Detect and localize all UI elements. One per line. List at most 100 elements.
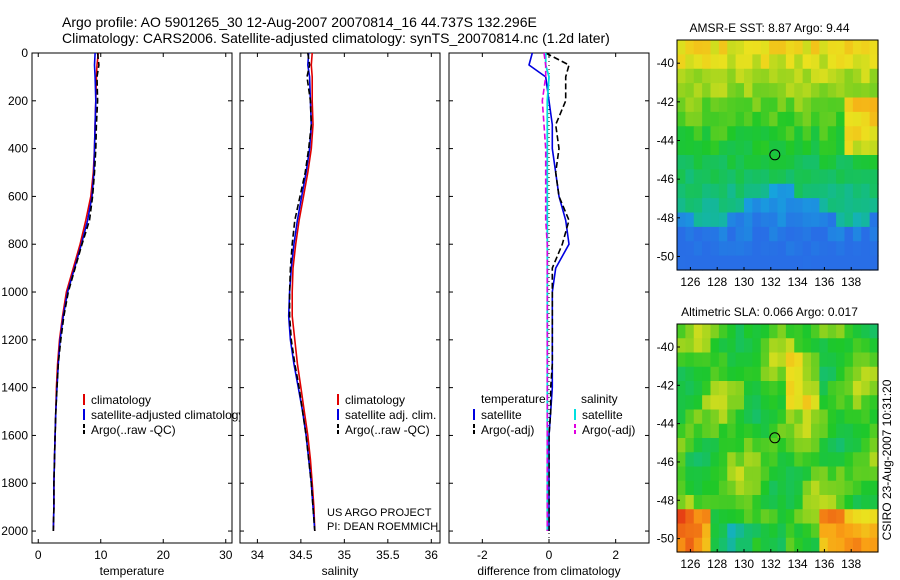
heatmap-cell — [735, 409, 745, 425]
heatmap-cell — [827, 537, 837, 553]
heatmap-cell — [718, 480, 728, 496]
heatmap-cell — [844, 183, 854, 199]
lon-tick-label: 134 — [788, 557, 808, 571]
heatmap-cell — [727, 381, 737, 396]
heatmap-cell — [718, 155, 728, 170]
heatmap-cell — [852, 226, 862, 242]
heatmap-cell — [852, 509, 862, 525]
heatmap-cell — [760, 409, 770, 425]
heatmap-cell — [769, 366, 779, 382]
heatmap-cell — [811, 366, 820, 382]
heatmap-cell — [727, 352, 737, 368]
heatmap-cell — [760, 111, 770, 127]
heatmap-cell — [718, 537, 728, 553]
lat-tick-label: -40 — [657, 340, 675, 354]
heatmap-cell — [727, 523, 737, 539]
heatmap-cell — [710, 255, 720, 271]
heatmap-cell — [836, 111, 846, 127]
heatmap-cell — [735, 83, 745, 99]
heatmap-cell — [785, 537, 795, 553]
heatmap-cell — [811, 381, 820, 396]
heatmap-cell — [802, 83, 812, 99]
heatmap-cell — [785, 83, 795, 99]
heatmap-cell — [777, 97, 787, 113]
heatmap-cell — [869, 324, 879, 339]
heatmap-cell — [685, 183, 695, 199]
heatmap-cell — [827, 212, 837, 228]
heatmap-cell — [744, 198, 753, 214]
heatmap-cell — [735, 111, 745, 127]
heatmap-cell — [836, 97, 846, 113]
heatmap-cell — [836, 452, 846, 468]
heatmap-cell — [769, 169, 779, 185]
sla_map-frame — [676, 323, 879, 553]
heatmap-cell — [785, 523, 795, 539]
heatmap-cell — [811, 409, 820, 425]
heatmap-cell — [744, 509, 753, 525]
heatmap-cell — [785, 452, 795, 468]
heatmap-cell — [769, 423, 779, 439]
heatmap-cell — [727, 198, 737, 214]
heatmap-cell — [744, 169, 753, 185]
heatmap-cell — [693, 198, 703, 214]
heatmap-cell — [811, 111, 820, 127]
heatmap-cell — [836, 169, 846, 185]
heatmap-cell — [769, 409, 779, 425]
heatmap-cell — [769, 537, 779, 553]
heatmap-cell — [677, 155, 686, 170]
lon-tick-label: 126 — [680, 557, 700, 571]
heatmap-cell — [785, 366, 795, 382]
heatmap-cell — [777, 155, 787, 170]
heatmap-cell — [869, 338, 879, 354]
temperature-x-axis-label: temperature — [100, 564, 165, 578]
heatmap-cell — [869, 537, 879, 553]
heatmap-cell — [819, 255, 829, 271]
heatmap-cell — [677, 438, 686, 453]
heatmap-cell — [852, 97, 862, 113]
heatmap-cell — [718, 452, 728, 468]
heatmap-cell — [760, 155, 770, 170]
heatmap-cell — [735, 395, 745, 411]
heatmap-cell — [852, 140, 862, 156]
heatmap-cell — [777, 352, 787, 368]
heatmap-cell — [802, 338, 812, 354]
heatmap-cell — [852, 155, 862, 170]
heatmap-cell — [861, 352, 871, 368]
heatmap-cell — [760, 523, 770, 539]
heatmap-cell — [769, 226, 779, 242]
heatmap-cell — [794, 83, 804, 99]
heatmap-cell — [685, 423, 695, 439]
heatmap-cell — [827, 68, 837, 84]
heatmap-cell — [819, 126, 829, 142]
lon-tick-label: 128 — [707, 557, 727, 571]
heatmap-cell — [802, 381, 812, 396]
heatmap-cell — [677, 366, 686, 382]
heatmap-cell — [693, 324, 703, 339]
heatmap-cell — [710, 381, 720, 396]
heatmap-cell — [869, 226, 879, 242]
heatmap-cell — [827, 423, 837, 439]
heatmap-cell — [777, 338, 787, 354]
heatmap-cell — [844, 324, 854, 339]
heatmap-cell — [836, 198, 846, 214]
heatmap-cell — [861, 523, 871, 539]
heatmap-cell — [769, 381, 779, 396]
heatmap-cell — [852, 183, 862, 199]
heatmap-cell — [735, 169, 745, 185]
heatmap-cell — [861, 423, 871, 439]
heatmap-cell — [677, 169, 686, 185]
heatmap-cell — [844, 54, 854, 70]
heatmap-cell — [777, 537, 787, 553]
heatmap-cell — [744, 352, 753, 368]
heatmap-cell — [811, 438, 820, 453]
heatmap-cell — [811, 338, 820, 354]
heatmap-cell — [811, 183, 820, 199]
heatmap-cell — [852, 523, 862, 539]
heatmap-cell — [693, 126, 703, 142]
heatmap-cell — [844, 83, 854, 99]
heatmap-cell — [827, 255, 837, 271]
heatmap-cell — [785, 352, 795, 368]
sst_map-frame — [676, 39, 879, 271]
heatmap-cell — [836, 466, 846, 482]
salinity-x-axis-label: salinity — [322, 564, 359, 578]
